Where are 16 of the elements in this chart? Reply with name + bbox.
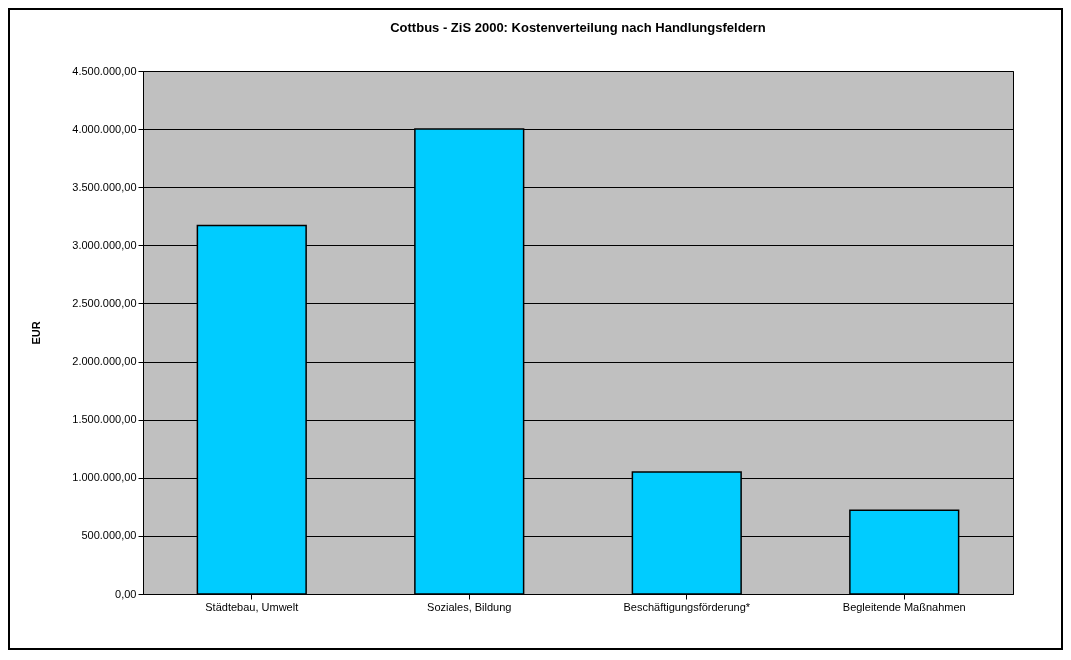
y-tick-label: 2.000.000,00	[72, 355, 137, 368]
chart-title: Cottbus - ZiS 2000: Kostenverteilung nach Handlungsfeldern	[390, 20, 766, 35]
y-tick-label: 4.500.000,00	[72, 64, 137, 77]
x-tick-label: Begleitende Maßnahmen	[842, 600, 966, 613]
y-tick-label: 3.500.000,00	[72, 180, 137, 193]
x-tick-label: Soziales, Bildung	[427, 600, 512, 613]
y-tick-label: 1.000.000,00	[72, 471, 137, 484]
y-tick-label: 3.000.000,00	[72, 238, 137, 251]
y-tick-label: 0,00	[115, 587, 137, 600]
y-axis-title: EUR	[30, 321, 43, 345]
y-tick-label: 500.000,00	[81, 529, 137, 542]
y-tick-label: 2.500.000,00	[72, 296, 137, 309]
y-tick-label: 1.500.000,00	[72, 413, 137, 426]
x-tick-label: Beschäftigungsförderung*	[623, 600, 751, 613]
x-tick-label: Städtebau, Umwelt	[205, 600, 299, 613]
y-tick-label: 4.000.000,00	[72, 122, 137, 135]
